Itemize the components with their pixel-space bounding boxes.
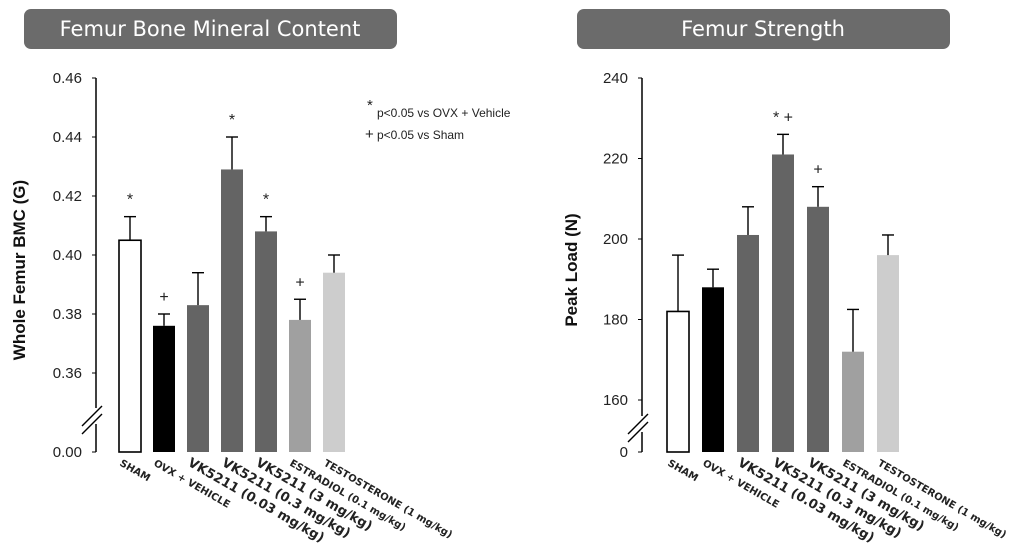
legend-asterisk-text: p<0.05 vs OVX + Vehicle <box>377 106 511 120</box>
strength-y-tick-label: 200 <box>603 231 628 248</box>
bmc-significance-marker: + <box>295 274 304 291</box>
strength-category-label: SHAM <box>666 458 700 484</box>
bmc-significance-marker: + <box>159 289 168 306</box>
strength-y-tick-label: 240 <box>603 70 628 87</box>
strength-significance-marker: * + <box>773 109 793 126</box>
strength-chart-title-banner: Femur Strength <box>577 9 950 49</box>
bmc-significance-marker: * <box>263 192 269 209</box>
strength-y-tick-label: 160 <box>603 392 628 409</box>
bmc-chart-title: Femur Bone Mineral Content <box>60 17 361 41</box>
bmc-y-tick-label: 0.46 <box>53 70 82 87</box>
strength-y-axis-label: Peak Load (N) <box>562 213 581 326</box>
bmc-axis-break-mark <box>81 405 103 427</box>
strength-chart-title: Femur Strength <box>681 17 845 41</box>
bmc-bar <box>187 305 209 452</box>
strength-axis-break-mark <box>627 421 649 443</box>
legend-asterisk-symbol: * <box>367 97 373 114</box>
strength-bar <box>666 310 690 453</box>
bmc-y-tick-label: 0.44 <box>53 129 82 146</box>
bmc-bar <box>221 169 243 452</box>
bmc-bar <box>289 319 311 452</box>
bmc-bar <box>255 231 277 452</box>
bmc-bar <box>118 239 142 453</box>
strength-bar <box>877 255 899 452</box>
strength-y-tick-label: 0 <box>620 444 628 461</box>
bmc-y-tick-label: 0.40 <box>53 247 82 264</box>
legend-plus-text: p<0.05 vs Sham <box>377 128 464 142</box>
strength-bar <box>807 206 829 452</box>
bmc-legend: * p<0.05 vs OVX + Vehicle + p<0.05 vs Sh… <box>365 97 511 143</box>
strength-bar <box>702 287 724 452</box>
bmc-y-tick-label: 0.42 <box>53 188 82 205</box>
bmc-significance-marker: * <box>127 192 133 209</box>
strength-axis-break-mark <box>627 413 649 435</box>
bmc-axis-break-mark <box>81 413 103 435</box>
bmc-bar <box>153 325 175 452</box>
strength-y-tick-label: 220 <box>603 151 628 168</box>
strength-title-background <box>577 9 950 49</box>
bmc-significance-marker: * <box>229 112 235 129</box>
bmc-y-tick-label: 0.36 <box>53 365 82 382</box>
legend-plus-symbol: + <box>365 126 374 143</box>
strength-bar <box>842 351 864 452</box>
strength-bar <box>737 234 759 452</box>
bmc-y-tick-label: 0.38 <box>53 306 82 323</box>
bmc-chart-title-banner: Femur Bone Mineral Content <box>24 9 397 49</box>
bmc-bar <box>323 272 345 452</box>
strength-significance-marker: + <box>813 162 822 179</box>
bmc-y-axis-label: Whole Femur BMC (G) <box>10 180 29 360</box>
strength-y-tick-label: 180 <box>603 312 628 329</box>
bmc-category-label: SHAM <box>118 458 152 484</box>
bmc-title-background <box>24 9 397 49</box>
bmc-y-tick-label: 0.00 <box>53 444 82 461</box>
strength-bar <box>772 154 794 452</box>
